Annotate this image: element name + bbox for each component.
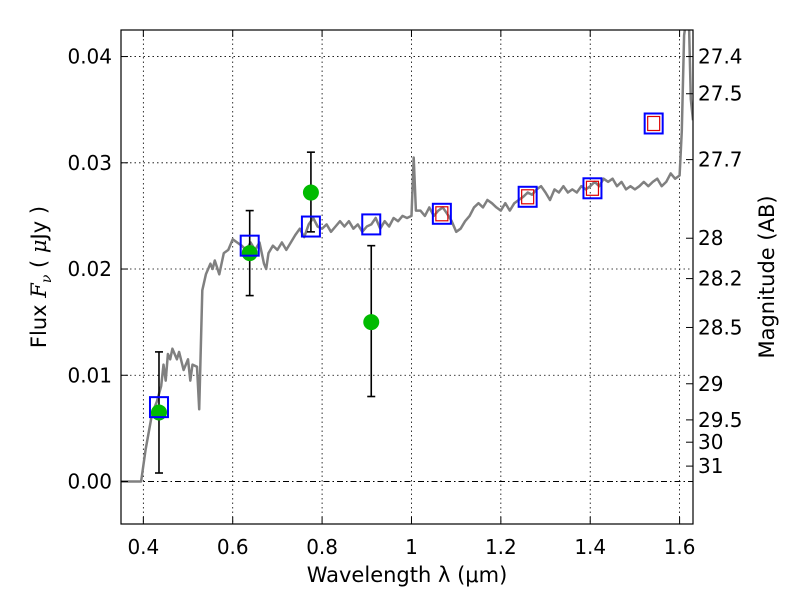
model-flux-square — [361, 213, 382, 236]
y-tick-label: 0.03 — [67, 151, 112, 175]
magnitude-tick-label: 29 — [698, 372, 723, 396]
magnitude-tick-label: 28.2 — [698, 267, 743, 291]
sed-model-line — [121, 30, 693, 483]
model-flux-square — [148, 396, 169, 419]
magnitude-tick-label: 31 — [698, 454, 723, 478]
magnitude-tick-label: 29.5 — [698, 408, 743, 432]
x-tick-label: 1.4 — [574, 535, 606, 559]
magnitude-tick-label: 28 — [698, 226, 723, 250]
x-tick-label: 1 — [405, 535, 418, 559]
observed-flux-point — [241, 245, 258, 262]
model-flux-square — [300, 215, 321, 238]
magnitude-tick-label: 27.5 — [698, 82, 743, 106]
y-tick-label: 0.04 — [67, 45, 112, 69]
magnitude-tick-label: 30 — [698, 430, 723, 454]
plot-area — [121, 30, 693, 483]
x-tick-label: 1.2 — [485, 535, 517, 559]
y-label-symbol: F — [27, 282, 51, 299]
y-label-subscript: ν — [39, 274, 55, 283]
y-label-prefix: Flux — [27, 298, 51, 348]
secondary-flux-square — [521, 189, 535, 205]
model-flux-square — [643, 112, 664, 135]
observed-flux-point — [302, 184, 319, 201]
y-tick-label: 0.02 — [67, 257, 112, 281]
y-label-unit-symbol: μ — [27, 239, 51, 253]
y-label-mid: ( — [27, 253, 51, 275]
x-tick-label: 0.4 — [127, 535, 159, 559]
y-label-suffix: Jy ) — [27, 206, 51, 242]
y-axis-label-right: Magnitude (AB) — [755, 195, 779, 358]
model-flux-square — [431, 202, 452, 225]
y-tick-label: 0.01 — [67, 363, 112, 387]
model-flux-square — [517, 185, 538, 208]
magnitude-tick-label: 28.5 — [698, 315, 743, 339]
ticks — [121, 30, 693, 524]
y-tick-label: 0.00 — [67, 470, 112, 494]
secondary-flux-square — [585, 180, 600, 196]
x-axis-label: Wavelength λ (μm) — [307, 563, 508, 587]
magnitude-tick-label: 27.4 — [698, 45, 743, 69]
x-tick-label: 0.8 — [306, 535, 338, 559]
plot-frame — [120, 29, 694, 525]
secondary-flux-square — [435, 206, 449, 222]
x-tick-label: 1.6 — [664, 535, 696, 559]
y-axis-label-left: Flux Fν ( μJy ) — [27, 206, 55, 348]
observed-flux-point — [363, 314, 380, 331]
secondary-flux-square — [647, 115, 661, 132]
x-tick-label: 0.6 — [217, 535, 249, 559]
tick-labels: 0.4 0.6 0.8 1 1.2 1.4 1.6 0.00 0.01 0.02 0.03 0.04 2… — [67, 45, 742, 559]
model-flux-square — [239, 234, 260, 257]
magnitude-tick-label: 27.7 — [698, 148, 743, 172]
model-flux-square — [582, 177, 603, 200]
grid — [121, 30, 693, 524]
